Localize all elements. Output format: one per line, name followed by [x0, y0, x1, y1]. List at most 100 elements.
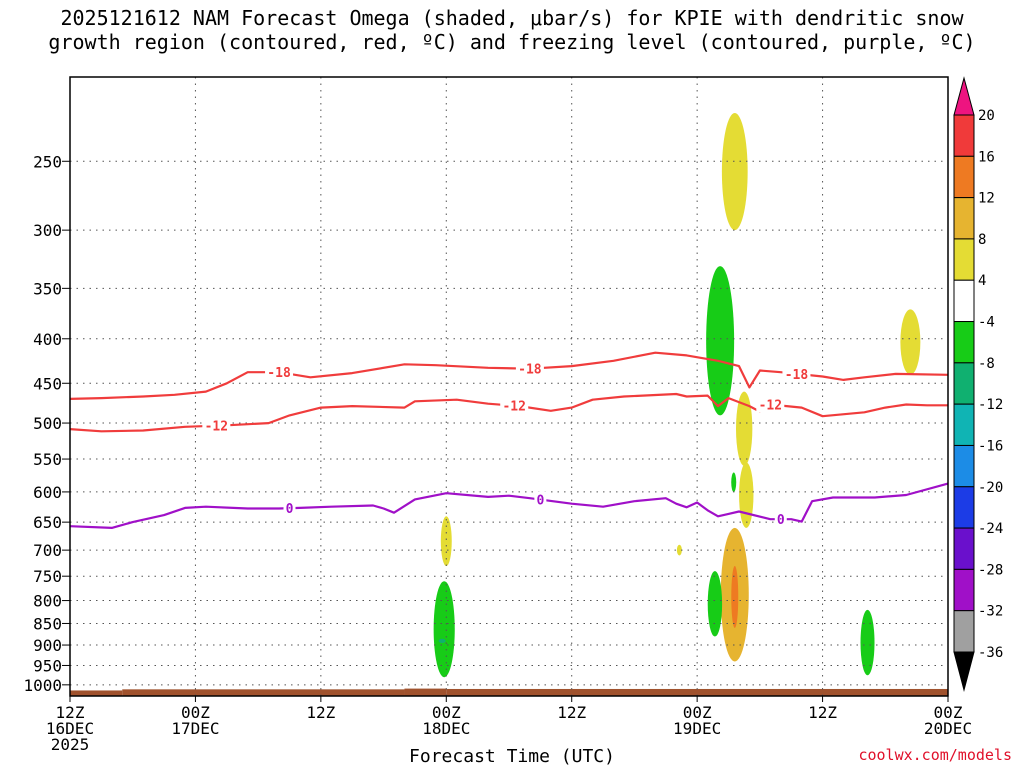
colorbar-label-6: -8 [978, 356, 995, 372]
omega-blob-7 [731, 472, 737, 492]
omega-blob-13 [676, 544, 682, 556]
x-tick-label-0-2: 2025 [51, 735, 90, 754]
omega-blob-5 [706, 266, 735, 416]
x-tick-label-7-0: 00Z [934, 703, 963, 722]
x-tick-label-2-0: 12Z [306, 703, 335, 722]
x-tick-label-1-1: 17DEC [171, 719, 219, 738]
contour-label-1-1: -12 [502, 400, 525, 415]
contour-label-0-1: -18 [518, 363, 542, 378]
y-tick-label-p450: 450 [33, 374, 62, 393]
x-tick-label-4-0: 12Z [557, 703, 586, 722]
omega-blob-9 [433, 581, 455, 678]
colorbar-label-13: -36 [978, 645, 1003, 661]
colorbar-segment-6 [953, 362, 975, 405]
contour-label-0-0: -18 [267, 366, 291, 381]
colorbar-label-7: -12 [978, 397, 1003, 413]
x-tick-label-7-1: 20DEC [924, 719, 972, 738]
contour-label-2-0: 0 [286, 502, 294, 517]
contour-label-bg-2-2 [774, 511, 787, 528]
colorbar-segment-8 [953, 444, 975, 488]
y-tick-label-p550: 550 [33, 450, 62, 469]
contour-label-0-2: -18 [785, 368, 809, 383]
colorbar-segment-12 [953, 610, 975, 653]
colorbar-label-9: -20 [978, 480, 1003, 496]
contour-label-bg-2-1 [534, 491, 547, 508]
contour-label-1-0: -12 [205, 420, 228, 435]
x-tick-label-0-0: 12Z [56, 703, 85, 722]
contour-line-0 [69, 351, 949, 400]
contour-label-bg-2-0 [283, 500, 296, 517]
y-tick-label-p350: 350 [33, 279, 62, 298]
colorbar-label-2: 12 [978, 191, 995, 207]
y-tick-label-p1000: 1000 [23, 676, 62, 695]
omega-blob-4 [739, 462, 754, 528]
y-tick-label-p750: 750 [33, 567, 62, 586]
colorbar-top-arrow [953, 76, 975, 116]
gridlines [70, 77, 948, 696]
y-tick-label-p700: 700 [33, 541, 62, 560]
y-tick-label-p650: 650 [33, 513, 62, 532]
terrain-segment-0 [70, 690, 123, 696]
chart-title-line-2: growth region (contoured, red, ºC) and f… [48, 30, 976, 54]
contour-label-bg-1-2 [756, 396, 785, 413]
y-tick-label-p500: 500 [33, 414, 62, 433]
y-tick-label-p950: 950 [33, 656, 62, 675]
contour-label-2-2: 0 [777, 513, 785, 528]
omega-blob-10 [438, 638, 446, 643]
colorbar-segment-9 [953, 486, 975, 529]
x-axis-label: Forecast Time (UTC) [409, 746, 615, 767]
contour-label-bg-1-1 [500, 397, 529, 414]
contour-label-bg-0-2 [782, 365, 811, 382]
colorbar-label-4: 4 [978, 273, 986, 289]
chart-title-line-1: 2025121612 NAM Forecast Omega (shaded, μ… [60, 6, 964, 30]
terrain-segment-1 [122, 689, 405, 696]
terrain-segment-2 [404, 688, 447, 696]
colorbar-segment-5 [953, 321, 975, 364]
omega-blob-8 [440, 516, 452, 566]
omega-blob-12 [860, 609, 875, 676]
x-tick-label-0-1: 16DEC [46, 719, 94, 738]
colorbar-segment-10 [953, 527, 975, 570]
colorbar-label-3: 8 [978, 232, 986, 248]
colorbar-segment-4 [953, 279, 975, 323]
omega-blob-2 [731, 565, 739, 628]
colorbar-segment-7 [953, 403, 975, 446]
x-tick-label-6-0: 12Z [808, 703, 837, 722]
x-tick-label-1-0: 00Z [181, 703, 210, 722]
colorbar-segment-2 [953, 197, 975, 240]
x-tick-label-5-0: 00Z [683, 703, 712, 722]
omega-blob-0 [721, 112, 748, 231]
contour-label-bg-1-0 [202, 417, 231, 434]
y-tick-label-p600: 600 [33, 483, 62, 502]
contour-line-1 [69, 392, 948, 433]
colorbar-segment-1 [953, 155, 975, 199]
omega-blob-3 [736, 391, 753, 466]
contour-line-2 [69, 482, 949, 529]
plot-frame [69, 76, 949, 697]
y-tick-label-p250: 250 [33, 152, 62, 171]
y-tick-label-p850: 850 [33, 614, 62, 633]
x-tick-label-3-0: 00Z [432, 703, 461, 722]
y-tick-label-p900: 900 [33, 636, 62, 655]
chart-title: 2025121612 NAM Forecast Omega (shaded, μ… [0, 6, 1024, 54]
terrain-segment-3 [446, 688, 948, 696]
colorbar-label-1: 16 [978, 149, 995, 165]
colorbar-label-12: -32 [978, 604, 1003, 620]
contour-label-1-2: -12 [759, 398, 782, 413]
y-tick-label-p800: 800 [33, 592, 62, 611]
colorbar-label-10: -24 [978, 521, 1003, 537]
y-tick-label-p300: 300 [33, 221, 62, 240]
colorbar-label-11: -28 [978, 562, 1003, 578]
colorbar-segment-3 [953, 238, 975, 281]
x-tick-label-5-1: 19DEC [673, 719, 721, 738]
contour-label-bg-0-0 [265, 364, 294, 381]
colorbar-label-5: -4 [978, 315, 995, 331]
omega-blob-6 [707, 571, 723, 637]
contour-label-bg-0-1 [515, 360, 544, 377]
x-tick-label-3-1: 18DEC [422, 719, 470, 738]
contour-label-2-1: 0 [536, 494, 544, 509]
colorbar: 20 16 12 8 4 -4 -8 -12 -16 -20 -24 -28 -32 -36 [953, 76, 1003, 692]
